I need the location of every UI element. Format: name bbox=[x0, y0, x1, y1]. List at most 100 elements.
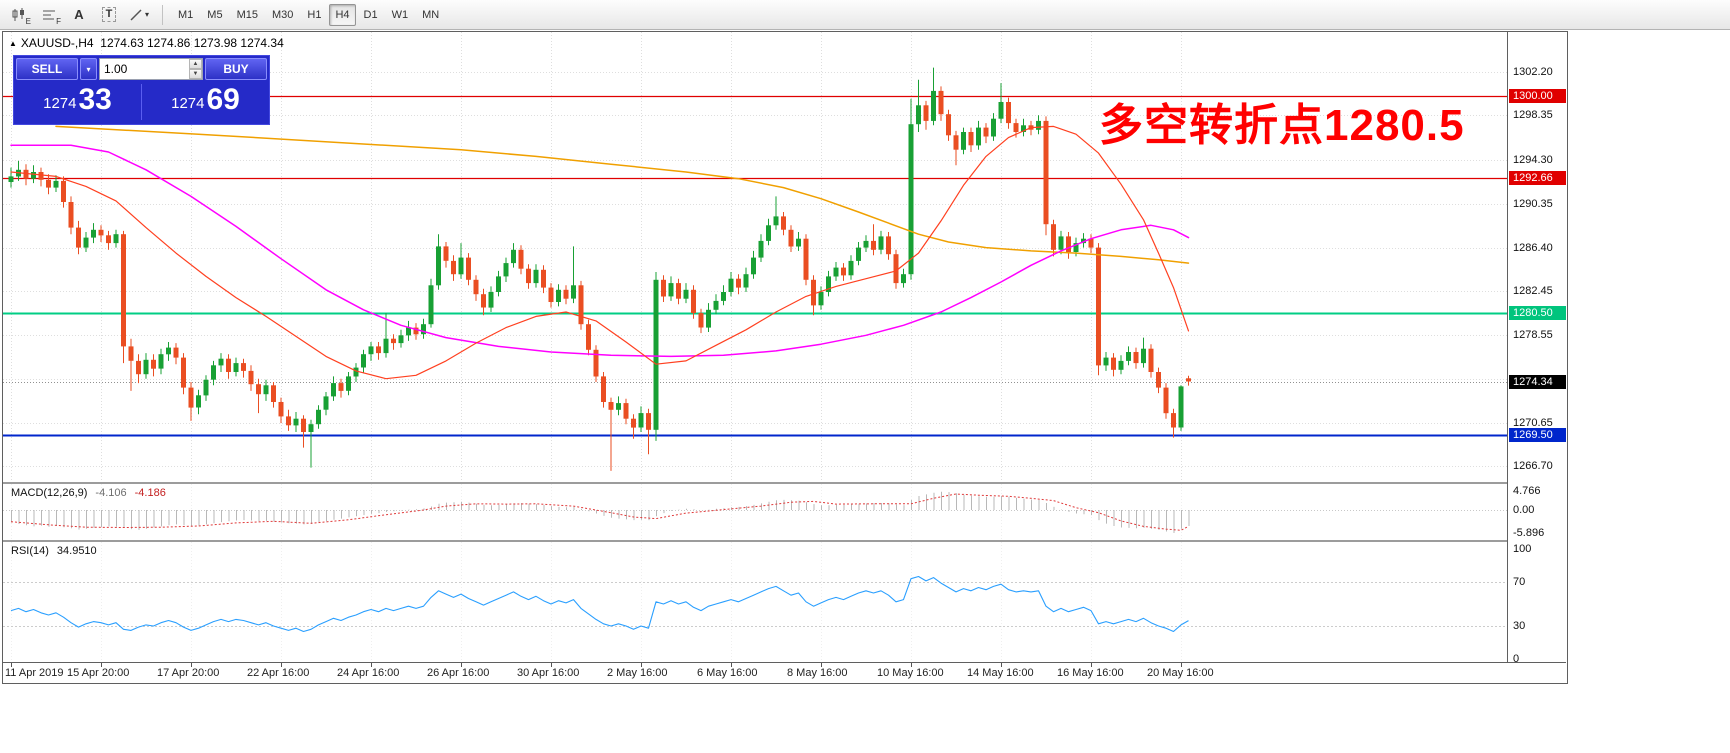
symbol-ohlc-text: XAUUSD-,H4 1274.63 1274.86 1273.98 1274.… bbox=[20, 36, 284, 50]
chart-profiles-icon[interactable]: F bbox=[43, 10, 61, 26]
price-label-1266.70: 1266.70 bbox=[1513, 460, 1553, 472]
price-label-1290.35: 1290.35 bbox=[1513, 198, 1553, 210]
rsi-value: 34.9510 bbox=[56, 545, 97, 557]
time-label: 11 Apr 2019 bbox=[5, 667, 64, 679]
time-tick bbox=[731, 663, 732, 667]
time-label: 2 May 16:00 bbox=[607, 667, 668, 679]
macd-axis-label--5.896: -5.896 bbox=[1513, 527, 1545, 539]
time-tick bbox=[1001, 663, 1002, 667]
price-label-1269.50: 1269.50 bbox=[1509, 428, 1566, 442]
macd-pane[interactable]: MACD(12,26,9) -4.106 -4.186 bbox=[3, 484, 1507, 540]
macd-chart[interactable] bbox=[3, 484, 1507, 540]
volume-down-icon[interactable]: ▼ bbox=[189, 69, 202, 79]
price-label-1292.66: 1292.66 bbox=[1509, 171, 1566, 185]
price-label-1278.55: 1278.55 bbox=[1513, 329, 1553, 341]
trade-panel-controls: SELL ▾ ▲ ▼ BUY bbox=[14, 56, 269, 80]
pane-splitter[interactable] bbox=[3, 540, 1567, 542]
bid-price-pips: 33 bbox=[78, 82, 112, 116]
timeframe-m30-button[interactable]: M30 bbox=[271, 8, 294, 21]
time-label: 14 May 16:00 bbox=[967, 667, 1034, 679]
price-label-1300.00: 1300.00 bbox=[1509, 89, 1566, 103]
bid-price-main: 1274 bbox=[43, 95, 77, 112]
price-label-1280.50: 1280.50 bbox=[1509, 306, 1566, 320]
buy-button[interactable]: BUY bbox=[205, 58, 267, 80]
time-label: 10 May 16:00 bbox=[877, 667, 944, 679]
price-label-1294.30: 1294.30 bbox=[1513, 154, 1553, 166]
rsi-axis-label-30: 30 bbox=[1513, 620, 1526, 632]
time-axis[interactable]: 11 Apr 2019 15 Apr 20:00 17 Apr 20:00 22 Ap… bbox=[3, 662, 1566, 683]
macd-axis-label-4.766: 4.766 bbox=[1513, 485, 1541, 497]
bid-price[interactable]: 1274 33 bbox=[14, 82, 141, 118]
macd-title: MACD(12,26,9) bbox=[11, 487, 88, 499]
chart-window: ▲ XAUUSD-,H4 1274.63 1274.86 1273.98 127… bbox=[2, 31, 1568, 684]
time-tick bbox=[191, 663, 192, 667]
trade-panel-divider bbox=[141, 84, 142, 120]
timeframe-m5-button[interactable]: M5 bbox=[207, 8, 223, 21]
rsi-header: RSI(14) 34.9510 bbox=[11, 545, 97, 557]
volume-up-icon[interactable]: ▲ bbox=[189, 59, 202, 69]
rsi-axis-label-100: 100 bbox=[1513, 543, 1532, 555]
macd-header: MACD(12,26,9) -4.106 -4.186 bbox=[11, 487, 166, 499]
timeframe-h1-button[interactable]: H1 bbox=[307, 8, 322, 21]
price-label-1286.40: 1286.40 bbox=[1513, 242, 1553, 254]
ask-price-pips: 69 bbox=[206, 82, 240, 116]
rsi-pane[interactable]: RSI(14) 34.9510 bbox=[3, 542, 1507, 662]
trade-panel-prices: 1274 33 1274 69 bbox=[14, 80, 269, 124]
pane-splitter[interactable] bbox=[3, 482, 1567, 484]
cursor-tool-icon[interactable]: A bbox=[74, 7, 84, 22]
rsi-chart[interactable] bbox=[3, 542, 1507, 662]
time-label: 8 May 16:00 bbox=[787, 667, 848, 679]
timeframe-group: M1 M5 M15 M30 H1 H4 D1 W1 MN bbox=[171, 3, 446, 26]
time-label: 24 Apr 16:00 bbox=[337, 667, 400, 679]
price-label-1302.20: 1302.20 bbox=[1513, 66, 1553, 78]
time-label: 26 Apr 16:00 bbox=[427, 667, 490, 679]
volume-field: ▲ ▼ bbox=[99, 58, 203, 80]
time-tick bbox=[551, 663, 552, 667]
rsi-axis-label-70: 70 bbox=[1513, 576, 1526, 588]
chart-annotation-text[interactable]: 多空转折点1280.5 bbox=[1099, 101, 1465, 150]
time-tick bbox=[281, 663, 282, 667]
macd-axis-label-0.00: 0.00 bbox=[1513, 504, 1535, 516]
ask-price[interactable]: 1274 69 bbox=[142, 82, 269, 118]
sell-button[interactable]: SELL bbox=[16, 58, 78, 80]
ask-price-main: 1274 bbox=[171, 95, 205, 112]
time-tick bbox=[371, 663, 372, 667]
volume-input[interactable] bbox=[100, 59, 189, 79]
price-label-1270.65: 1270.65 bbox=[1513, 417, 1553, 429]
price-axis[interactable]: 1302.20 1300.00 1298.35 1294.30 1292.66 1290.… bbox=[1507, 32, 1567, 665]
timeframe-mn-button[interactable]: MN bbox=[422, 8, 440, 21]
main-chart-pane[interactable]: ▲ XAUUSD-,H4 1274.63 1274.86 1273.98 127… bbox=[3, 32, 1507, 482]
time-tick bbox=[1091, 663, 1092, 667]
time-label: 6 May 16:00 bbox=[697, 667, 758, 679]
time-tick bbox=[641, 663, 642, 667]
timeframe-w1-button[interactable]: W1 bbox=[391, 8, 409, 21]
draw-tools-icon[interactable]: ▾ bbox=[125, 2, 153, 28]
time-tick bbox=[461, 663, 462, 667]
time-label: 15 Apr 20:00 bbox=[67, 667, 130, 679]
time-label: 30 Apr 16:00 bbox=[517, 667, 580, 679]
symbol-info-toggle-icon[interactable]: ▲ bbox=[9, 38, 17, 48]
macd-value: -4.106 bbox=[95, 487, 127, 499]
macd-signal-value: -4.186 bbox=[134, 487, 166, 499]
price-label-1274.34: 1274.34 bbox=[1509, 375, 1566, 389]
timeframe-m1-button[interactable]: M1 bbox=[178, 8, 194, 21]
toolbar-separator bbox=[162, 4, 163, 25]
time-tick bbox=[911, 663, 912, 667]
volume-spinner: ▲ ▼ bbox=[189, 59, 202, 79]
timeframe-h4-button[interactable]: H4 bbox=[329, 3, 356, 26]
rsi-title: RSI(14) bbox=[11, 545, 49, 557]
timeframe-m15-button[interactable]: M15 bbox=[236, 8, 258, 21]
time-tick bbox=[101, 663, 102, 667]
volume-dropdown-icon[interactable]: ▾ bbox=[80, 58, 97, 80]
chart-tools-group: E F A T ▾ bbox=[4, 2, 154, 28]
chart-objects-icon[interactable]: E bbox=[5, 2, 33, 28]
timeframe-d1-button[interactable]: D1 bbox=[363, 8, 378, 21]
text-tool-icon[interactable]: T bbox=[95, 2, 123, 28]
time-tick bbox=[1181, 663, 1182, 667]
time-tick bbox=[11, 663, 12, 667]
time-tick bbox=[821, 663, 822, 667]
price-label-1298.35: 1298.35 bbox=[1513, 109, 1553, 121]
time-label: 20 May 16:00 bbox=[1147, 667, 1214, 679]
price-label-1282.45: 1282.45 bbox=[1513, 285, 1553, 297]
candlestick-chart[interactable] bbox=[3, 32, 1507, 482]
